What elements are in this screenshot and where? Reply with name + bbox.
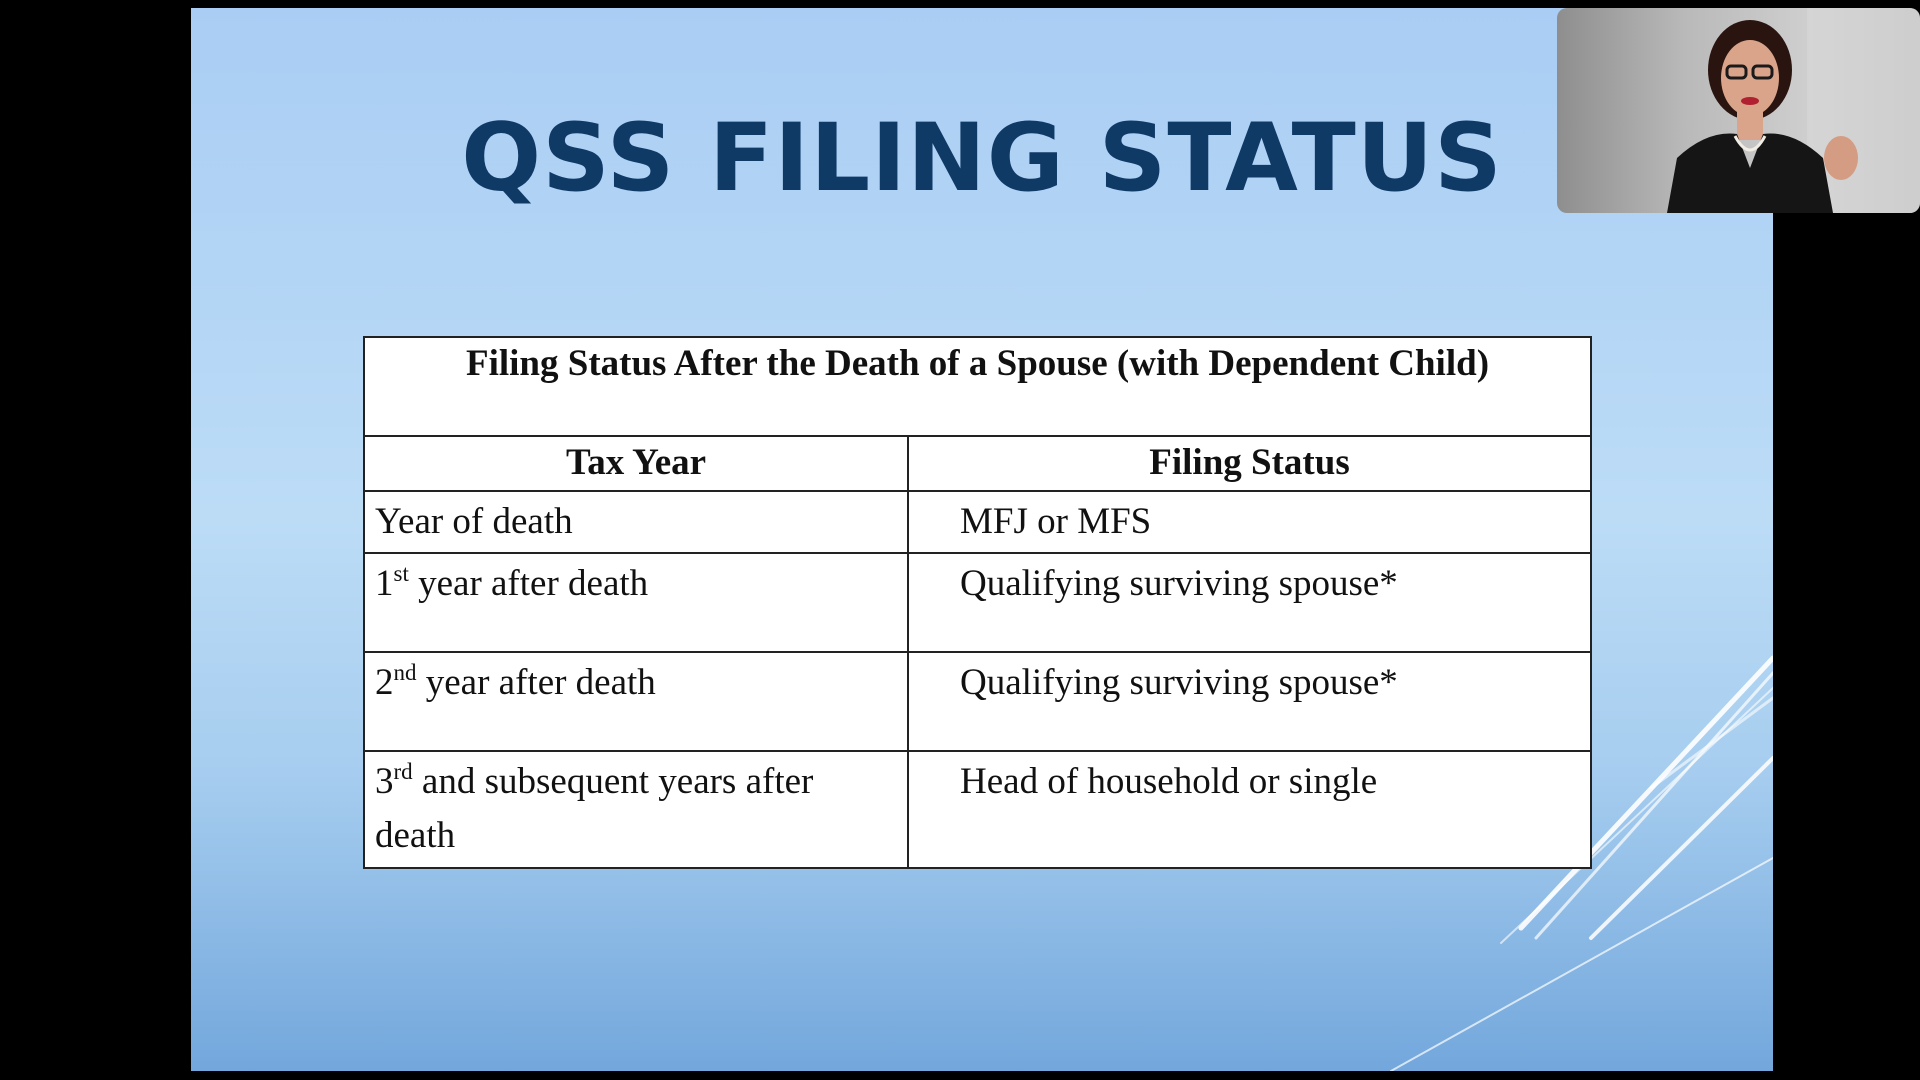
filing-status-table-container: Filing Status After the Death of a Spous… [363, 336, 1592, 869]
tax-year-text: year after death [408, 563, 649, 604]
header-filing-status: Filing Status [907, 435, 1592, 492]
filing-status-cell: Head of household or single [907, 750, 1592, 869]
table-row: 3rd and subsequent years after death Hea… [363, 750, 1592, 869]
tax-year-cell: 3rd and subsequent years after death [363, 750, 909, 869]
tax-year-number: 3 [375, 761, 394, 802]
presenter-webcam-overlay[interactable] [1557, 8, 1920, 213]
presenter-video-icon [1667, 8, 1920, 213]
filing-status-cell: MFJ or MFS [907, 490, 1592, 554]
table-row: Year of death MFJ or MFS [363, 490, 1592, 554]
tax-year-ordinal: st [393, 561, 409, 586]
tax-year-number: 2 [375, 662, 394, 703]
tax-year-cell: Year of death [363, 490, 909, 554]
tax-year-cell: 2nd year after death [363, 651, 909, 752]
tax-year-ordinal: rd [393, 759, 413, 784]
table-caption: Filing Status After the Death of a Spous… [363, 336, 1592, 437]
tax-year-text: and subsequent years after death [375, 761, 814, 856]
table-row: 1st year after death Qualifying survivin… [363, 552, 1592, 653]
tax-year-number: 1 [375, 563, 394, 604]
filing-status-cell: Qualifying surviving spouse* [907, 651, 1592, 752]
header-tax-year: Tax Year [363, 435, 909, 492]
table-header-row: Tax Year Filing Status [363, 435, 1592, 492]
tax-year-text: year after death [416, 662, 656, 703]
filing-status-cell: Qualifying surviving spouse* [907, 552, 1592, 653]
table-caption-row: Filing Status After the Death of a Spous… [363, 336, 1592, 437]
filing-status-table: Filing Status After the Death of a Spous… [363, 336, 1592, 869]
tax-year-text: Year of death [375, 501, 573, 542]
slide-title: QSS FILING STATUS [461, 104, 1503, 213]
presentation-slide: QSS FILING STATUS Filing Status After th… [191, 8, 1773, 1071]
tax-year-ordinal: nd [393, 660, 417, 685]
tax-year-cell: 1st year after death [363, 552, 909, 653]
table-row: 2nd year after death Qualifying survivin… [363, 651, 1592, 752]
